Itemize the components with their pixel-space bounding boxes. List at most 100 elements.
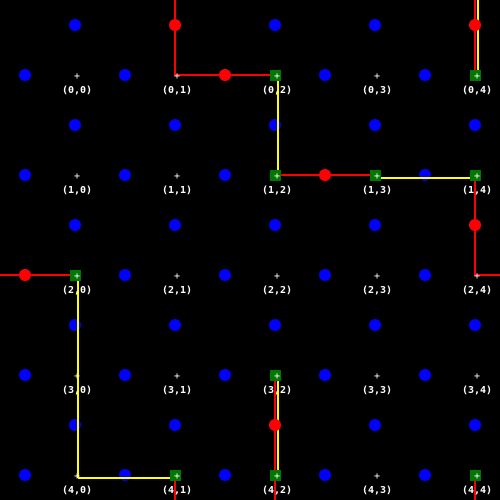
- red-dot-piece[interactable]: [319, 169, 331, 181]
- cell-center-marker: +: [74, 471, 80, 482]
- cell-label: (1,0): [62, 185, 92, 196]
- cell-label: (4,3): [362, 485, 392, 496]
- cell-center-marker: +: [374, 371, 380, 382]
- cell-center-marker: +: [174, 471, 180, 482]
- blue-dot[interactable]: [219, 469, 231, 481]
- red-dot-piece[interactable]: [169, 19, 181, 31]
- cell-center-marker: +: [74, 371, 80, 382]
- cell-label: (3,3): [362, 385, 392, 396]
- cell-center-marker: +: [174, 71, 180, 82]
- blue-dot[interactable]: [269, 319, 281, 331]
- red-dot-piece[interactable]: [19, 269, 31, 281]
- blue-dot[interactable]: [469, 319, 481, 331]
- blue-dot[interactable]: [369, 219, 381, 231]
- blue-dot[interactable]: [69, 419, 81, 431]
- red-dot-piece[interactable]: [219, 69, 231, 81]
- blue-dot[interactable]: [369, 419, 381, 431]
- cell-label: (3,4): [462, 385, 492, 396]
- blue-dot[interactable]: [469, 419, 481, 431]
- cell-center-marker: +: [374, 71, 380, 82]
- blue-dot[interactable]: [319, 269, 331, 281]
- green-square-piece[interactable]: [70, 270, 81, 281]
- cell-center-marker: +: [474, 171, 480, 182]
- cell-label: (4,0): [62, 485, 92, 496]
- cell-label: (1,4): [462, 185, 492, 196]
- blue-dot[interactable]: [469, 119, 481, 131]
- blue-dot[interactable]: [119, 369, 131, 381]
- blue-dot[interactable]: [19, 369, 31, 381]
- red-dot-piece[interactable]: [469, 19, 481, 31]
- cell-center-marker: +: [274, 71, 280, 82]
- cell-center-marker: +: [474, 471, 480, 482]
- cell-label: (2,3): [362, 285, 392, 296]
- blue-dot[interactable]: [119, 469, 131, 481]
- blue-dot[interactable]: [219, 169, 231, 181]
- cell-label: (1,1): [162, 185, 192, 196]
- cell-center-marker: +: [374, 271, 380, 282]
- blue-dot[interactable]: [119, 269, 131, 281]
- blue-dot[interactable]: [119, 69, 131, 81]
- blue-dot[interactable]: [419, 169, 431, 181]
- red-dot-piece[interactable]: [469, 219, 481, 231]
- cell-label: (1,3): [362, 185, 392, 196]
- cell-label: (4,1): [162, 485, 192, 496]
- cell-label: (0,2): [262, 85, 292, 96]
- green-square-piece[interactable]: [170, 470, 181, 481]
- blue-dot[interactable]: [69, 19, 81, 31]
- blue-dot[interactable]: [69, 319, 81, 331]
- blue-dot[interactable]: [269, 19, 281, 31]
- blue-dot[interactable]: [319, 369, 331, 381]
- green-square-piece[interactable]: [270, 70, 281, 81]
- blue-dot[interactable]: [169, 319, 181, 331]
- blue-dot[interactable]: [269, 119, 281, 131]
- green-square-piece[interactable]: [270, 170, 281, 181]
- cell-label: (0,0): [62, 85, 92, 96]
- blue-dot[interactable]: [219, 269, 231, 281]
- red-path: [174, 0, 275, 76]
- green-square-piece[interactable]: [270, 370, 281, 381]
- cell-center-marker: +: [74, 71, 80, 82]
- blue-dot[interactable]: [419, 69, 431, 81]
- cell-center-marker: +: [274, 271, 280, 282]
- blue-dot[interactable]: [419, 269, 431, 281]
- cell-label: (2,4): [462, 285, 492, 296]
- blue-dot[interactable]: [69, 119, 81, 131]
- blue-dot[interactable]: [169, 419, 181, 431]
- blue-dot[interactable]: [419, 469, 431, 481]
- blue-dot[interactable]: [19, 69, 31, 81]
- green-square-piece[interactable]: [470, 70, 481, 81]
- cell-center-marker: +: [174, 371, 180, 382]
- cell-label: (0,1): [162, 85, 192, 96]
- blue-dot[interactable]: [119, 169, 131, 181]
- cell-label: (3,0): [62, 385, 92, 396]
- green-square-piece[interactable]: [470, 470, 481, 481]
- cell-label: (2,1): [162, 285, 192, 296]
- blue-dot[interactable]: [369, 19, 381, 31]
- green-square-piece[interactable]: [270, 470, 281, 481]
- blue-dot[interactable]: [169, 119, 181, 131]
- cell-label: (3,2): [262, 385, 292, 396]
- blue-dot[interactable]: [369, 119, 381, 131]
- cell-center-marker: +: [74, 171, 80, 182]
- blue-dot[interactable]: [19, 169, 31, 181]
- green-square-piece[interactable]: [370, 170, 381, 181]
- green-square-piece[interactable]: [470, 170, 481, 181]
- blue-dot[interactable]: [69, 219, 81, 231]
- blue-dot[interactable]: [319, 69, 331, 81]
- blue-dot[interactable]: [219, 369, 231, 381]
- red-dot-piece[interactable]: [269, 419, 281, 431]
- blue-dot[interactable]: [419, 369, 431, 381]
- blue-dot[interactable]: [369, 319, 381, 331]
- blue-dot[interactable]: [269, 219, 281, 231]
- blue-dot[interactable]: [169, 219, 181, 231]
- green-square-layer: [70, 70, 481, 481]
- cell-center-marker: +: [274, 471, 280, 482]
- cell-center-marker: +: [274, 171, 280, 182]
- blue-dot[interactable]: [19, 469, 31, 481]
- blue-dot[interactable]: [319, 469, 331, 481]
- cell-label: (0,4): [462, 85, 492, 96]
- cell-center-marker: +: [374, 171, 380, 182]
